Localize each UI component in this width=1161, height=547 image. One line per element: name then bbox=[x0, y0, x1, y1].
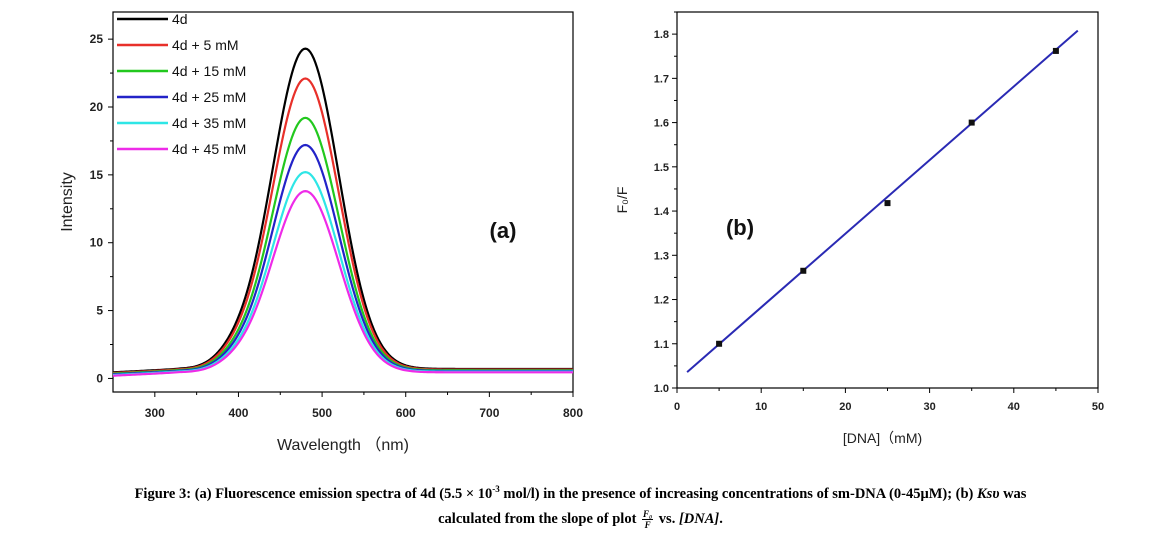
legend-label-a-5: 4d + 45 mM bbox=[172, 141, 246, 157]
y-tick-label-b: 1.0 bbox=[654, 383, 669, 395]
x-tick-label-a: 700 bbox=[479, 406, 499, 420]
data-point-b-0 bbox=[716, 340, 723, 347]
legend-label-a-4: 4d + 35 mM bbox=[172, 115, 246, 131]
x-tick-label-b: 30 bbox=[923, 401, 935, 413]
x-tick-label-a: 400 bbox=[228, 406, 248, 420]
x-axis-label-a: Wavelength （nm) bbox=[277, 436, 409, 454]
y-tick-label-a: 0 bbox=[96, 371, 103, 385]
caption-ksv: Ksυ bbox=[977, 485, 1000, 502]
x-tick-label-b: 0 bbox=[674, 401, 680, 413]
x-tick-label-b: 50 bbox=[1092, 401, 1104, 413]
legend-label-a-2: 4d + 15 mM bbox=[172, 63, 246, 79]
plot-frame-a bbox=[112, 11, 574, 393]
y-tick-label-b: 1.8 bbox=[654, 29, 669, 41]
y-tick-label-a: 5 bbox=[96, 304, 103, 318]
x-tick-label-b: 10 bbox=[755, 401, 767, 413]
caption-line1-sup: -3 bbox=[492, 484, 500, 494]
legend-label-a-1: 4d + 5 mM bbox=[172, 37, 239, 53]
data-point-b-1 bbox=[800, 267, 807, 274]
caption-line2-end: . bbox=[719, 510, 723, 527]
y-tick-label-b: 1.1 bbox=[654, 339, 669, 351]
series-line-a-3 bbox=[112, 143, 573, 376]
data-point-b-2 bbox=[884, 200, 891, 207]
panel-label-a: (a) bbox=[490, 218, 517, 243]
y-tick-label-a: 15 bbox=[90, 168, 104, 182]
panel-label-b: (b) bbox=[726, 215, 754, 240]
y-axis-label-b: F₀/F bbox=[614, 187, 630, 214]
legend-label-a-0: 4d bbox=[172, 11, 188, 27]
caption-fraction: F₀ F bbox=[642, 509, 654, 530]
y-axis-label-a: Intensity bbox=[59, 172, 76, 232]
data-point-b-3 bbox=[968, 119, 975, 126]
x-tick-label-b: 40 bbox=[1008, 401, 1020, 413]
chart-b: 0 10 20 30 40 50 1.0 1.1 1.2 1.3 1.4 1.5 1.6 1.7 1.8 [D… bbox=[614, 11, 1104, 446]
x-tick-label-a: 300 bbox=[145, 406, 165, 420]
caption-line2-mid: vs. bbox=[655, 510, 679, 527]
legend-label-a-3: 4d + 25 mM bbox=[172, 89, 246, 105]
y-tick-label-b: 1.3 bbox=[654, 250, 669, 262]
caption-line1-suffix: mol/l) in the presence of increasing con… bbox=[499, 485, 978, 502]
figure-caption-line1: Figure 3: (a) Fluorescence emission spec… bbox=[0, 484, 1161, 503]
figure-caption-line2: calculated from the slope of plot F₀ F vs… bbox=[0, 509, 1161, 530]
series-line-a-5 bbox=[112, 190, 573, 377]
caption-dna: [DNA] bbox=[678, 510, 720, 527]
x-tick-label-a: 600 bbox=[396, 406, 416, 420]
y-tick-label-a: 10 bbox=[90, 236, 104, 250]
caption-frac-num: F₀ bbox=[642, 509, 654, 520]
y-tick-label-a: 20 bbox=[90, 100, 104, 114]
x-axis-label-b: [DNA]（mM) bbox=[843, 430, 922, 446]
chart-a: 300 400 500 600 700 800 0 5 10 15 20 25 Wavelength （… bbox=[59, 11, 583, 454]
caption-frac-den: F bbox=[644, 520, 651, 530]
x-tick-label-b: 20 bbox=[839, 401, 851, 413]
caption-line1-prefix: Figure 3: (a) Fluorescence emission spec… bbox=[134, 485, 493, 502]
y-tick-label-b: 1.2 bbox=[654, 295, 669, 307]
caption-line2-prefix: calculated from the slope of plot bbox=[438, 510, 641, 527]
x-tick-label-a: 500 bbox=[312, 406, 332, 420]
y-tick-label-b: 1.4 bbox=[654, 206, 670, 218]
y-tick-label-b: 1.7 bbox=[654, 73, 669, 85]
x-tick-label-a: 800 bbox=[563, 406, 583, 420]
caption-line1-end: was bbox=[999, 485, 1027, 502]
fit-line-b bbox=[686, 29, 1079, 373]
data-point-b-4 bbox=[1052, 47, 1059, 54]
y-tick-label-b: 1.6 bbox=[654, 118, 669, 130]
y-tick-label-a: 25 bbox=[90, 32, 104, 46]
y-tick-label-b: 1.5 bbox=[654, 162, 669, 174]
